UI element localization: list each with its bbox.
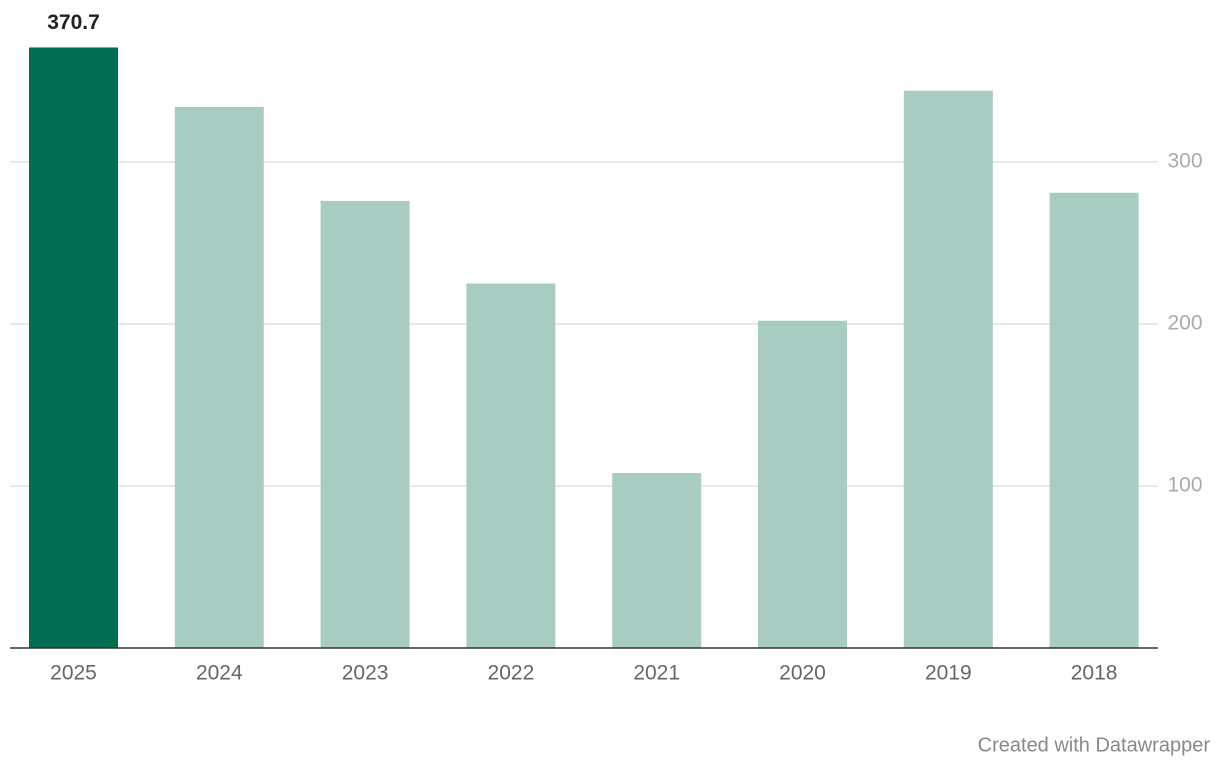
bar <box>1049 192 1139 648</box>
x-tick-label: 2024 <box>196 662 243 685</box>
y-tick-label: 100 <box>1167 474 1202 497</box>
credit: Created with Datawrapper <box>978 734 1211 756</box>
x-tick-label: 2021 <box>633 662 680 685</box>
x-tick-label: 2019 <box>925 662 972 685</box>
bar <box>320 200 410 648</box>
bar <box>903 90 993 649</box>
x-tick-label: 2018 <box>1071 662 1118 685</box>
bar <box>174 106 264 649</box>
x-tick-label: 2020 <box>779 662 826 685</box>
x-tick-label: 2025 <box>50 662 97 685</box>
bar <box>29 47 118 648</box>
y-tick-label: 300 <box>1167 150 1202 173</box>
y-tick-label: 200 <box>1167 312 1202 335</box>
value-label: 370.7 <box>47 11 100 34</box>
bar <box>612 473 702 648</box>
x-tick-label: 2023 <box>342 662 389 685</box>
bar <box>758 320 847 648</box>
x-tick-label: 2022 <box>488 662 535 685</box>
bar <box>466 283 556 648</box>
